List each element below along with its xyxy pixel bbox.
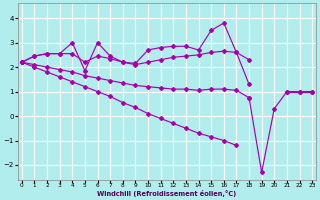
X-axis label: Windchill (Refroidissement éolien,°C): Windchill (Refroidissement éolien,°C): [97, 190, 236, 197]
